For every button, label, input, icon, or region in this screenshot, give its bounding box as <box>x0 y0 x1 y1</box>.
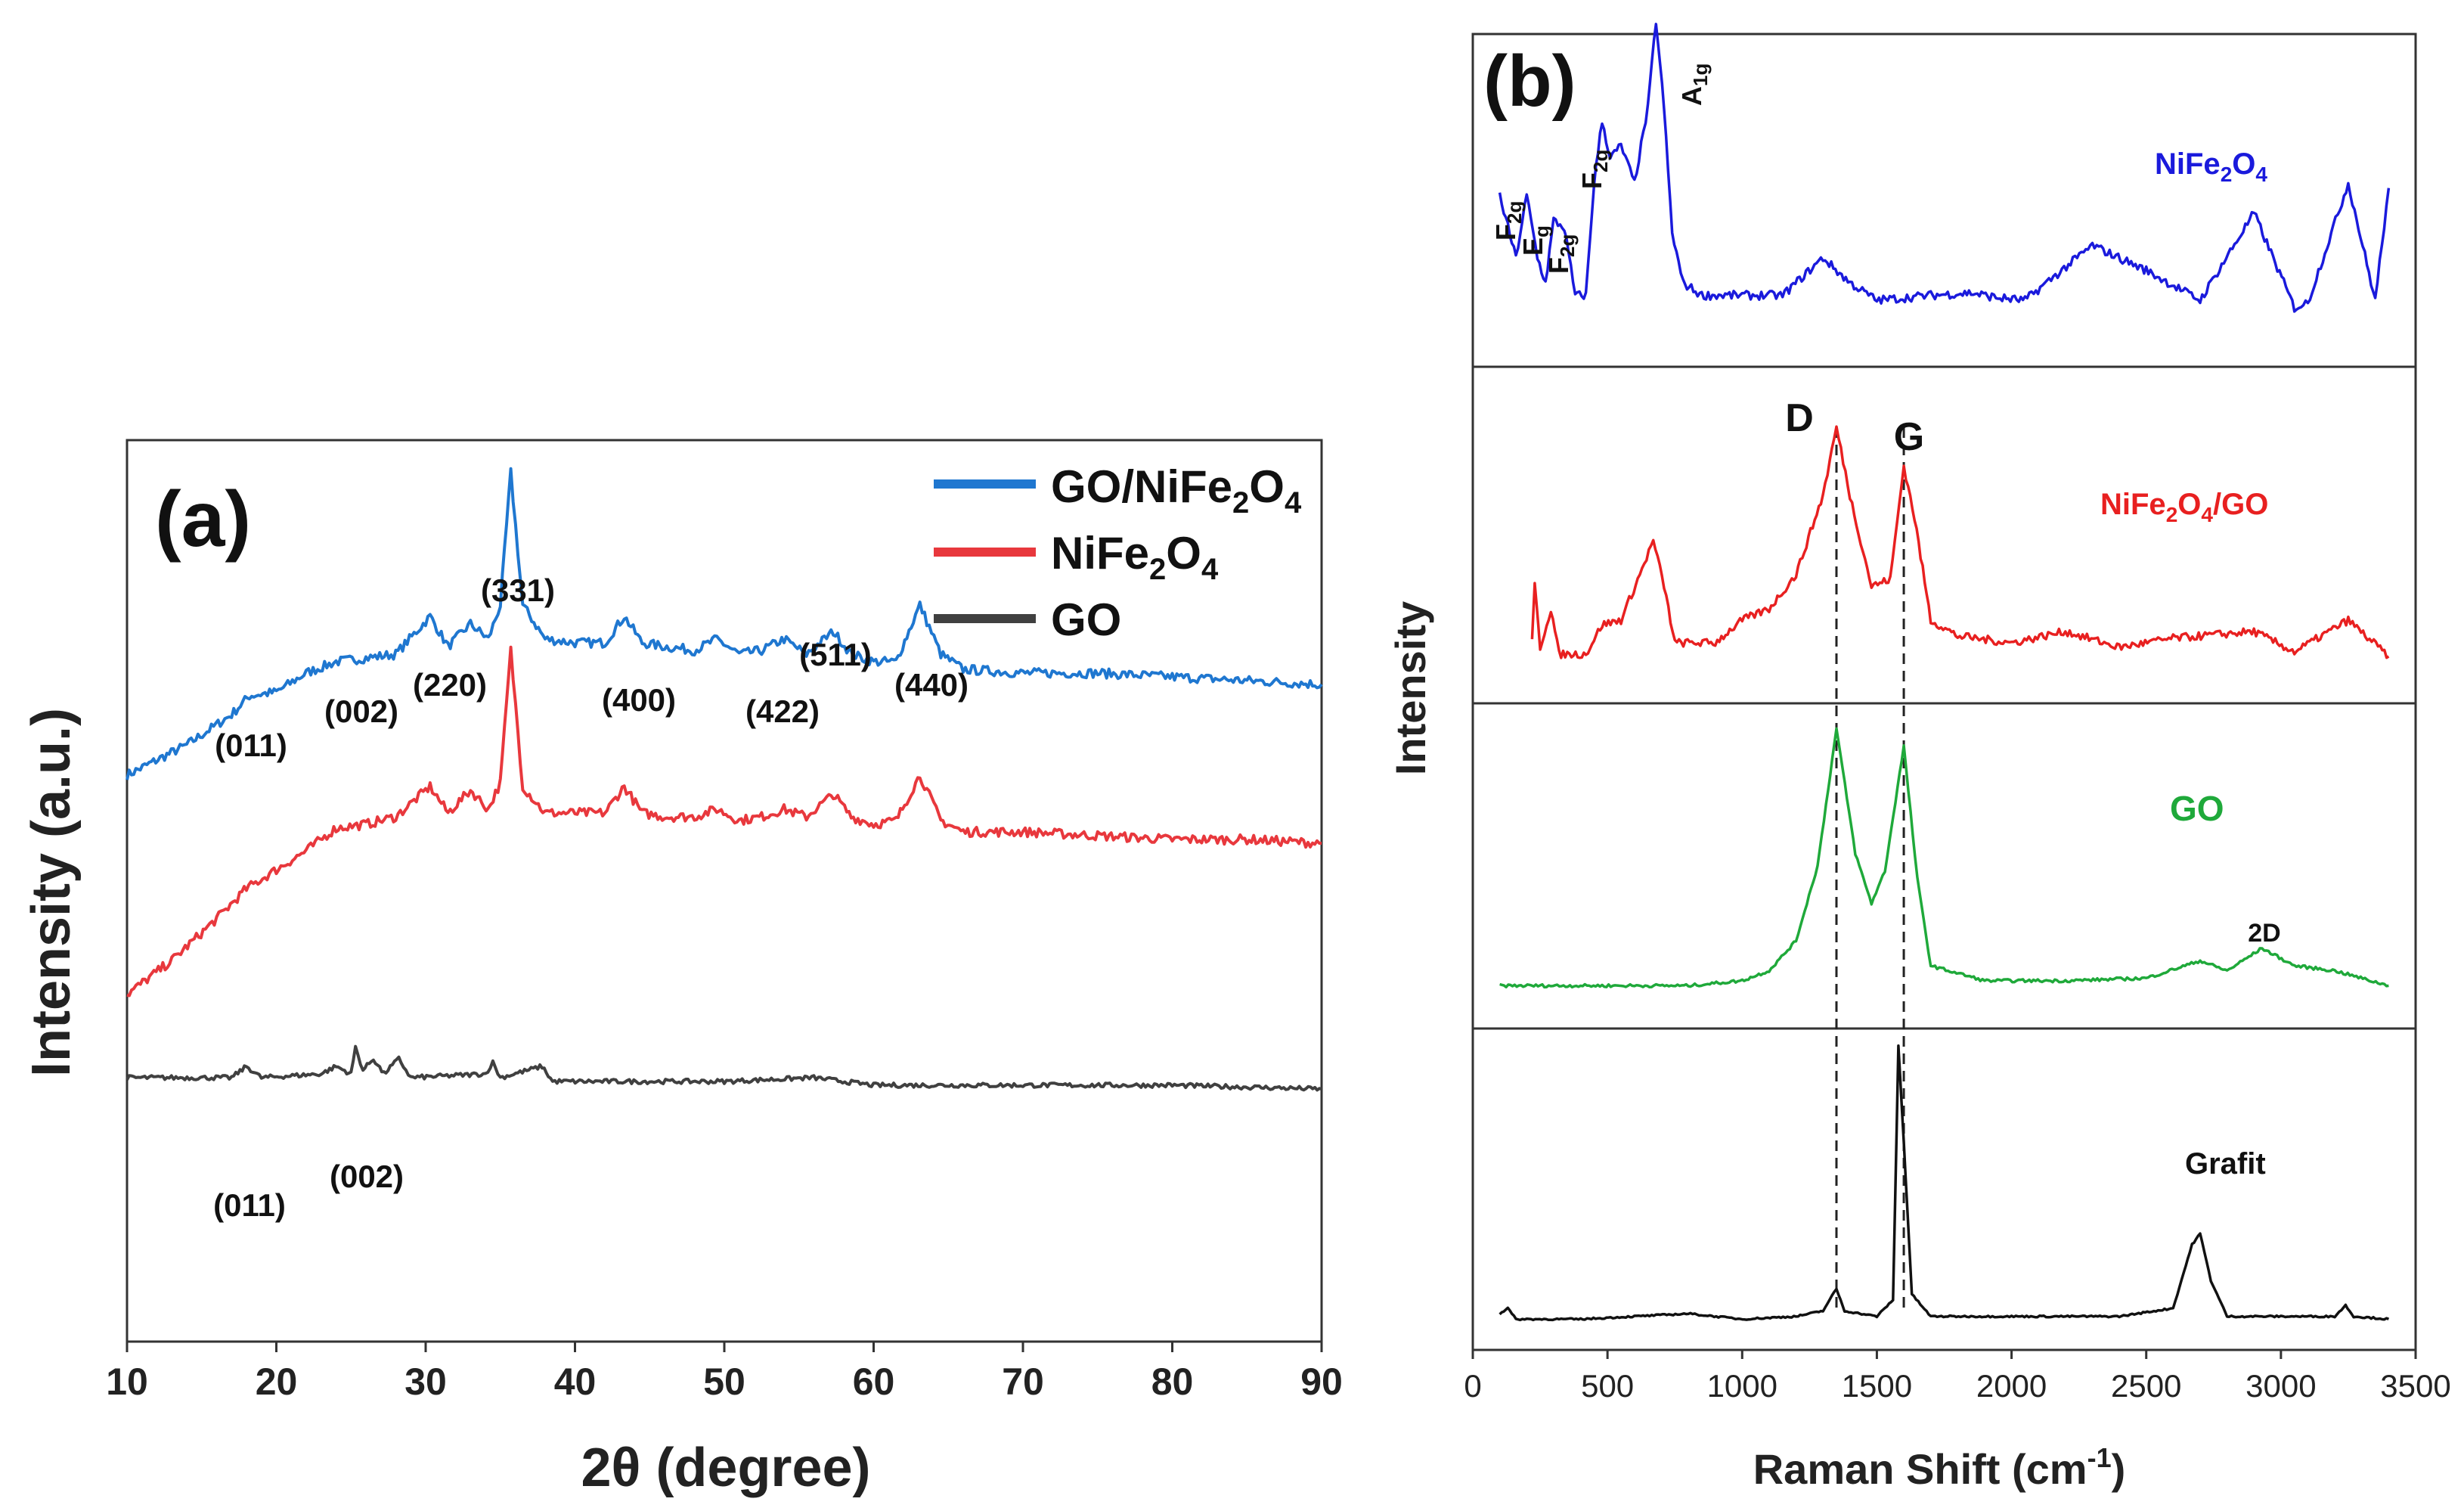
raman-series-line <box>1530 425 2390 659</box>
mode-label-f2g: F2g <box>1543 234 1579 274</box>
xrd-panel-label: (a) <box>155 476 251 563</box>
mode-label-eg: Eg <box>1517 225 1553 256</box>
hkl-label: (400) <box>602 682 676 718</box>
x-tick-label: 20 <box>256 1361 298 1403</box>
hkl-label: (440) <box>894 667 969 703</box>
hkl-label: (220) <box>413 667 487 703</box>
x-tick-label: 30 <box>404 1361 447 1403</box>
hkl-label: (422) <box>745 693 820 729</box>
mode-label-a1g: A1g <box>1676 64 1712 106</box>
raman-label-nife-go: NiFe2O4/GO <box>2100 488 2268 526</box>
legend-label-nife: NiFe2O4 <box>1051 528 1219 586</box>
raman-x-ticks: 0 500 1000 1500 2000 2500 3000 3500 <box>1464 1350 2451 1404</box>
legend-label-go: GO <box>1051 594 1121 645</box>
legend-label-gonife: GO/NiFe2O4 <box>1051 461 1302 520</box>
x-tick-label: 3500 <box>2380 1368 2450 1404</box>
x-tick-label: 2500 <box>2111 1368 2181 1404</box>
raman-y-axis-label: Intensity <box>1387 601 1434 775</box>
mode-label-f2g: F2g <box>1576 150 1612 189</box>
hkl-label: (002) <box>324 693 398 729</box>
raman-peak-d-label: D <box>1785 396 1814 440</box>
x-tick-label: 1000 <box>1707 1368 1777 1404</box>
x-tick-label: 60 <box>853 1361 895 1403</box>
x-tick-label: 40 <box>554 1361 597 1403</box>
raman-panel-label: (b) <box>1483 41 1576 122</box>
hkl-label: (002) <box>330 1159 404 1194</box>
x-tick-label: 10 <box>106 1361 148 1403</box>
xrd-series-line <box>126 1044 1322 1092</box>
x-tick-label: 500 <box>1581 1368 1634 1404</box>
raman-mode-labels: F2g Eg F2g F2g A1g <box>1490 64 1712 274</box>
raman-series-group <box>1498 23 2391 1322</box>
x-tick-label: 70 <box>1002 1361 1044 1403</box>
xrd-legend: GO/NiFe2O4 NiFe2O4 GO <box>934 461 1302 645</box>
x-tick-label: 1500 <box>1842 1368 1912 1404</box>
xrd-series-line <box>126 645 1322 998</box>
raman-series-line <box>1499 1044 2390 1322</box>
xrd-series-line <box>126 467 1323 780</box>
hkl-label: (011) <box>213 1187 286 1223</box>
raman-label-grafit: Grafit <box>2185 1147 2266 1181</box>
x-tick-label: 2000 <box>1976 1368 2047 1404</box>
x-tick-label: 50 <box>703 1361 745 1403</box>
raman-series-line <box>1499 727 2389 989</box>
hkl-label: (331) <box>481 572 555 608</box>
raman-peak-g-label: G <box>1894 415 1924 459</box>
xrd-hkl-annotations: (011) (002) (220) (331) (400) (422) (511… <box>213 572 969 1223</box>
raman-peak-2d-label: 2D <box>2248 919 2280 948</box>
raman-label-nife: NiFe2O4 <box>2155 147 2267 186</box>
raman-x-axis-label: Raman Shift (cm-1) <box>1753 1442 2126 1493</box>
raman-label-go: GO <box>2170 789 2224 828</box>
xrd-x-axis-label: 2θ (degree) <box>581 1438 870 1498</box>
xrd-series-group <box>126 467 1323 1092</box>
hkl-label: (511) <box>799 637 872 672</box>
x-tick-label: 0 <box>1464 1368 1481 1404</box>
hkl-label: (011) <box>215 728 287 763</box>
xrd-x-ticks: 10 20 30 40 50 60 70 80 90 <box>106 1342 1343 1403</box>
x-tick-label: 80 <box>1151 1361 1194 1403</box>
x-tick-label: 90 <box>1300 1361 1343 1403</box>
mode-label-f2g: F2g <box>1490 201 1526 240</box>
raman-series-line <box>1498 23 2391 313</box>
xrd-panel: (a) GO/NiFe2O4 NiFe2O4 GO (011) (002) (2… <box>21 439 1343 1498</box>
xrd-y-axis-label: Intensity (a.u.) <box>21 708 82 1077</box>
raman-plot-frame <box>1471 33 2417 1351</box>
raman-panel: (b) NiFe2O4 NiFe2O4/GO GO Grafit D G 2D … <box>1387 23 2451 1493</box>
x-tick-label: 3000 <box>2245 1368 2316 1404</box>
